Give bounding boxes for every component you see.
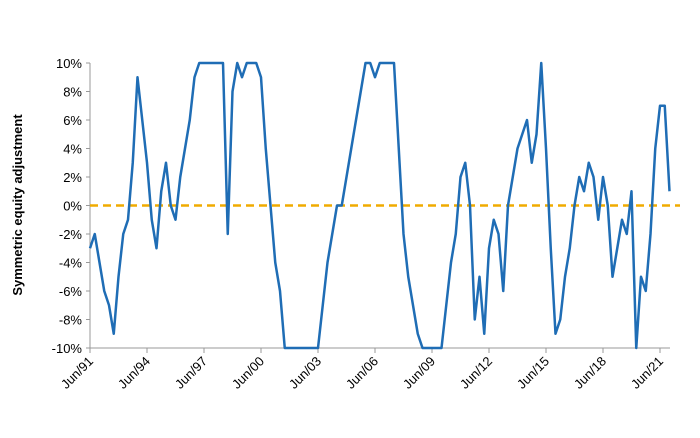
y-tick-label: -6% xyxy=(59,284,83,299)
x-tick-label: Jun/03 xyxy=(286,354,324,392)
x-tick-label: Jun/06 xyxy=(343,354,381,392)
x-tick-label: Jun/18 xyxy=(571,354,609,392)
x-tick-label: Jun/91 xyxy=(58,354,96,392)
x-tick-label: Jun/94 xyxy=(115,354,153,392)
y-tick-label: -10% xyxy=(52,341,83,356)
y-tick-label: 2% xyxy=(63,170,82,185)
y-tick-label: 4% xyxy=(63,142,82,157)
y-tick-label: -2% xyxy=(59,227,83,242)
y-tick-label: -4% xyxy=(59,256,83,271)
y-tick-label: 8% xyxy=(63,85,82,100)
y-tick-label: -8% xyxy=(59,313,83,328)
y-tick-label: 6% xyxy=(63,113,82,128)
y-tick-label: 0% xyxy=(63,199,82,214)
y-tick-label: 10% xyxy=(56,56,82,71)
x-tick-label: Jun/15 xyxy=(514,354,552,392)
x-tick-label: Jun/21 xyxy=(628,354,666,392)
x-tick-label: Jun/09 xyxy=(400,354,438,392)
x-tick-label: Jun/97 xyxy=(172,354,210,392)
y-axis-label: Symmetric equity adjustment xyxy=(10,114,25,296)
data-line xyxy=(88,61,671,350)
x-tick-label: Jun/00 xyxy=(229,354,267,392)
x-tick-label: Jun/12 xyxy=(457,354,495,392)
